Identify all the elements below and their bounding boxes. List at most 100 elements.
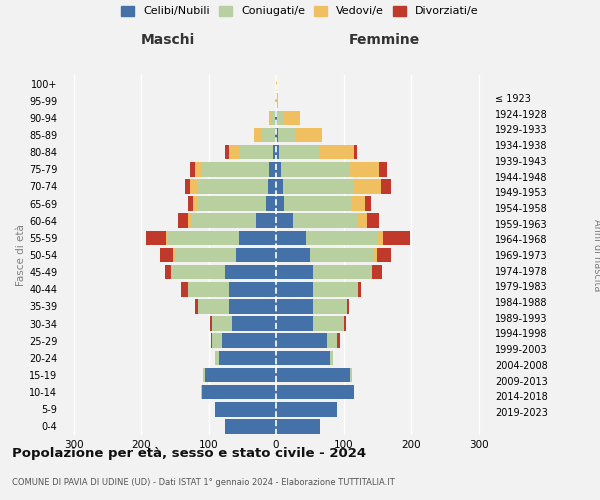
Bar <box>202 162 269 176</box>
Bar <box>266 196 276 211</box>
Bar <box>215 402 276 416</box>
Bar <box>256 214 276 228</box>
Bar <box>166 230 168 245</box>
Bar <box>383 230 410 245</box>
Bar <box>276 402 337 416</box>
Bar <box>307 230 377 245</box>
Bar <box>353 179 380 194</box>
Bar <box>377 230 383 245</box>
Bar <box>276 214 293 228</box>
Bar <box>261 128 275 142</box>
Bar <box>276 368 350 382</box>
Bar <box>239 230 276 245</box>
Bar <box>353 145 357 160</box>
Bar <box>205 368 276 382</box>
Bar <box>188 196 193 211</box>
Bar <box>283 110 299 125</box>
Bar <box>276 128 278 142</box>
Bar <box>380 179 391 194</box>
Bar <box>275 128 276 142</box>
Bar <box>313 282 357 296</box>
Bar <box>276 110 277 125</box>
Bar <box>226 145 229 160</box>
Legend: Celibi/Nubili, Coniugati/e, Vedovi/e, Divorziati/e: Celibi/Nubili, Coniugati/e, Vedovi/e, Di… <box>121 6 479 16</box>
Bar <box>146 230 166 245</box>
Bar <box>203 368 205 382</box>
Bar <box>173 248 175 262</box>
Bar <box>254 128 261 142</box>
Bar <box>293 214 357 228</box>
Bar <box>199 196 266 211</box>
Bar <box>235 248 276 262</box>
Bar <box>215 350 218 365</box>
Bar <box>212 334 222 348</box>
Bar <box>276 145 280 160</box>
Bar <box>276 334 326 348</box>
Bar <box>178 214 188 228</box>
Bar <box>269 110 272 125</box>
Bar <box>201 385 202 400</box>
Bar <box>365 196 371 211</box>
Bar <box>232 316 276 331</box>
Bar <box>379 162 388 176</box>
Bar <box>276 196 284 211</box>
Bar <box>276 162 281 176</box>
Bar <box>202 385 276 400</box>
Bar <box>272 145 276 160</box>
Bar <box>343 316 346 331</box>
Y-axis label: Fasce di età: Fasce di età <box>16 224 26 286</box>
Bar <box>199 299 229 314</box>
Bar <box>172 265 226 280</box>
Bar <box>353 385 354 400</box>
Bar <box>229 282 276 296</box>
Bar <box>276 350 330 365</box>
Bar <box>226 265 276 280</box>
Bar <box>211 334 212 348</box>
Bar <box>210 316 212 331</box>
Bar <box>191 214 256 228</box>
Bar <box>277 110 283 125</box>
Bar <box>358 282 361 296</box>
Bar <box>272 110 275 125</box>
Text: Maschi: Maschi <box>141 34 195 48</box>
Text: COMUNE DI PAVIA DI UDINE (UD) - Dati ISTAT 1° gennaio 2024 - Elaborazione TUTTIT: COMUNE DI PAVIA DI UDINE (UD) - Dati IST… <box>12 478 395 487</box>
Bar <box>170 265 172 280</box>
Bar <box>268 179 276 194</box>
Bar <box>276 385 353 400</box>
Bar <box>330 350 334 365</box>
Bar <box>222 334 276 348</box>
Bar <box>278 128 295 142</box>
Bar <box>313 265 371 280</box>
Bar <box>347 299 349 314</box>
Bar <box>239 145 272 160</box>
Bar <box>352 196 365 211</box>
Bar <box>337 334 340 348</box>
Text: Anni di nascita: Anni di nascita <box>592 219 600 291</box>
Bar <box>188 282 229 296</box>
Bar <box>371 265 372 280</box>
Bar <box>212 316 232 331</box>
Bar <box>276 282 313 296</box>
Bar <box>281 162 349 176</box>
Bar <box>377 248 391 262</box>
Bar <box>326 334 337 348</box>
Bar <box>190 179 197 194</box>
Bar <box>276 94 278 108</box>
Bar <box>350 368 352 382</box>
Bar <box>276 316 313 331</box>
Bar <box>310 248 374 262</box>
Bar <box>195 299 199 314</box>
Bar <box>276 265 313 280</box>
Bar <box>197 179 268 194</box>
Bar <box>226 419 276 434</box>
Bar <box>168 230 239 245</box>
Bar <box>166 265 171 280</box>
Bar <box>283 179 353 194</box>
Bar <box>269 162 276 176</box>
Bar <box>280 145 320 160</box>
Bar <box>374 248 377 262</box>
Bar <box>313 299 347 314</box>
Bar <box>275 94 276 108</box>
Bar <box>313 316 343 331</box>
Bar <box>229 299 276 314</box>
